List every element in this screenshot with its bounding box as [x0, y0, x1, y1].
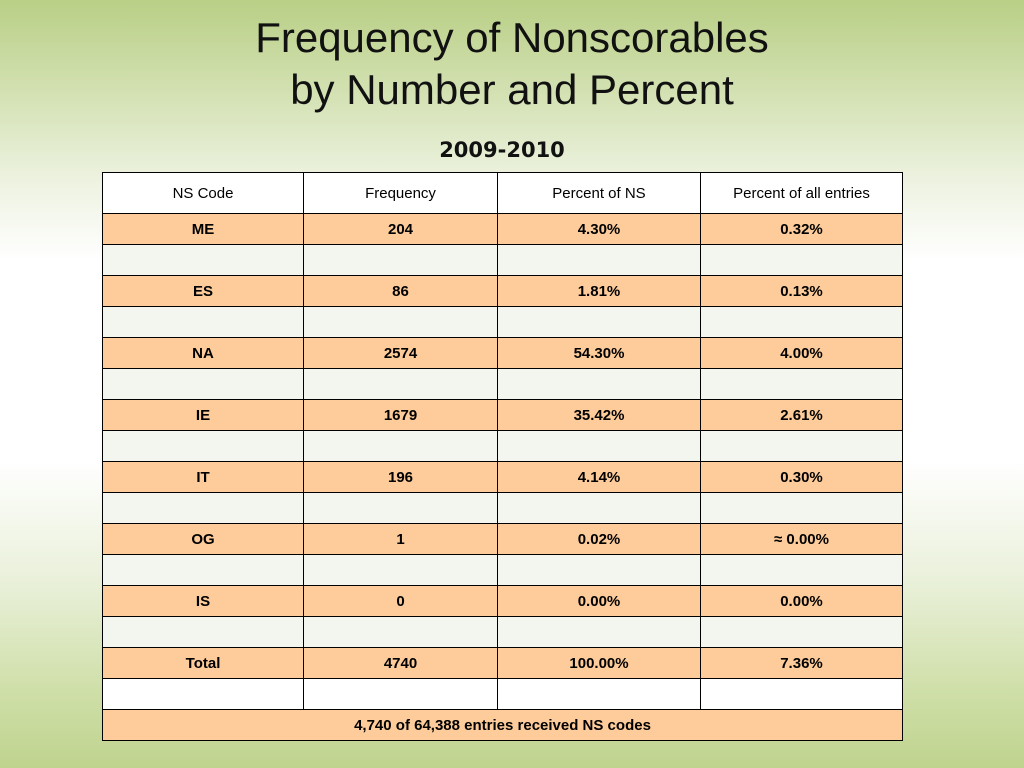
spacer-cell: [102, 306, 304, 338]
spacer-cell: [303, 430, 498, 462]
cell-frequency: 2574: [303, 337, 498, 369]
cell-frequency: 196: [303, 461, 498, 493]
spacer-cell: [700, 616, 903, 648]
header-percent-of-ns: Percent of NS: [497, 172, 701, 214]
table-row-is: IS 0 0.00% 0.00%: [102, 585, 903, 617]
cell-code: IE: [102, 399, 304, 431]
cell-code: ME: [102, 213, 304, 245]
table-row-me: ME 204 4.30% 0.32%: [102, 213, 903, 245]
spacer-cell: [497, 368, 701, 400]
spacer-cell: [102, 368, 304, 400]
table-row-ie: IE 1679 35.42% 2.61%: [102, 399, 903, 431]
spacer-cell: [700, 368, 903, 400]
cell-percent-all: 0.30%: [700, 461, 903, 493]
spacer-cell: [700, 492, 903, 524]
cell-code: IS: [102, 585, 304, 617]
spacer-row: [102, 430, 903, 462]
cell-frequency: 204: [303, 213, 498, 245]
spacer-cell: [303, 678, 498, 710]
spacer-row: [102, 492, 903, 524]
cell-code: Total: [102, 647, 304, 679]
spacer-cell: [102, 492, 304, 524]
spacer-cell: [700, 306, 903, 338]
cell-code: ES: [102, 275, 304, 307]
cell-percent-all: 4.00%: [700, 337, 903, 369]
table-footer-row: 4,740 of 64,388 entries received NS code…: [102, 709, 903, 741]
footer-summary: 4,740 of 64,388 entries received NS code…: [102, 709, 903, 741]
spacer-cell: [102, 678, 304, 710]
table-row-es: ES 86 1.81% 0.13%: [102, 275, 903, 307]
cell-frequency: 86: [303, 275, 498, 307]
spacer-cell: [497, 678, 701, 710]
year-subtitle: 2009-2010: [439, 138, 565, 162]
table-header-row: NS Code Frequency Percent of NS Percent …: [102, 172, 903, 214]
cell-percent-ns: 0.02%: [497, 523, 701, 555]
spacer-row: [102, 616, 903, 648]
table-row-it: IT 196 4.14% 0.30%: [102, 461, 903, 493]
title-line-2: by Number and Percent: [290, 66, 734, 113]
nonscorables-table: NS Code Frequency Percent of NS Percent …: [102, 172, 903, 741]
spacer-row: [102, 678, 903, 710]
cell-percent-ns: 54.30%: [497, 337, 701, 369]
spacer-cell: [102, 616, 304, 648]
spacer-cell: [497, 492, 701, 524]
header-frequency: Frequency: [303, 172, 498, 214]
cell-percent-all: 2.61%: [700, 399, 903, 431]
table-row-total: Total 4740 100.00% 7.36%: [102, 647, 903, 679]
cell-frequency: 1: [303, 523, 498, 555]
header-ns-code: NS Code: [102, 172, 304, 214]
cell-percent-all: 7.36%: [700, 647, 903, 679]
spacer-cell: [700, 430, 903, 462]
spacer-cell: [497, 554, 701, 586]
spacer-cell: [102, 430, 304, 462]
spacer-row: [102, 554, 903, 586]
spacer-cell: [700, 244, 903, 276]
spacer-cell: [497, 616, 701, 648]
spacer-cell: [303, 492, 498, 524]
spacer-row: [102, 244, 903, 276]
spacer-cell: [102, 554, 304, 586]
spacer-cell: [303, 554, 498, 586]
cell-percent-all: ≈ 0.00%: [700, 523, 903, 555]
cell-code: IT: [102, 461, 304, 493]
table-row-og: OG 1 0.02% ≈ 0.00%: [102, 523, 903, 555]
cell-frequency: 4740: [303, 647, 498, 679]
cell-percent-all: 0.32%: [700, 213, 903, 245]
slide-title: Frequency of Nonscorables by Number and …: [0, 12, 1024, 116]
cell-percent-ns: 4.30%: [497, 213, 701, 245]
cell-code: OG: [102, 523, 304, 555]
cell-percent-ns: 1.81%: [497, 275, 701, 307]
spacer-cell: [497, 430, 701, 462]
spacer-cell: [102, 244, 304, 276]
spacer-cell: [303, 616, 498, 648]
header-percent-of-all-entries: Percent of all entries: [700, 172, 903, 214]
cell-percent-ns: 100.00%: [497, 647, 701, 679]
cell-percent-ns: 0.00%: [497, 585, 701, 617]
cell-percent-ns: 4.14%: [497, 461, 701, 493]
spacer-cell: [497, 306, 701, 338]
spacer-cell: [303, 368, 498, 400]
cell-frequency: 0: [303, 585, 498, 617]
table-row-na: NA 2574 54.30% 4.00%: [102, 337, 903, 369]
spacer-cell: [700, 678, 903, 710]
cell-percent-ns: 35.42%: [497, 399, 701, 431]
cell-frequency: 1679: [303, 399, 498, 431]
cell-code: NA: [102, 337, 304, 369]
spacer-cell: [303, 306, 498, 338]
cell-percent-all: 0.13%: [700, 275, 903, 307]
cell-percent-all: 0.00%: [700, 585, 903, 617]
title-line-1: Frequency of Nonscorables: [255, 14, 769, 61]
spacer-cell: [303, 244, 498, 276]
spacer-row: [102, 368, 903, 400]
spacer-cell: [497, 244, 701, 276]
spacer-row: [102, 306, 903, 338]
spacer-cell: [700, 554, 903, 586]
